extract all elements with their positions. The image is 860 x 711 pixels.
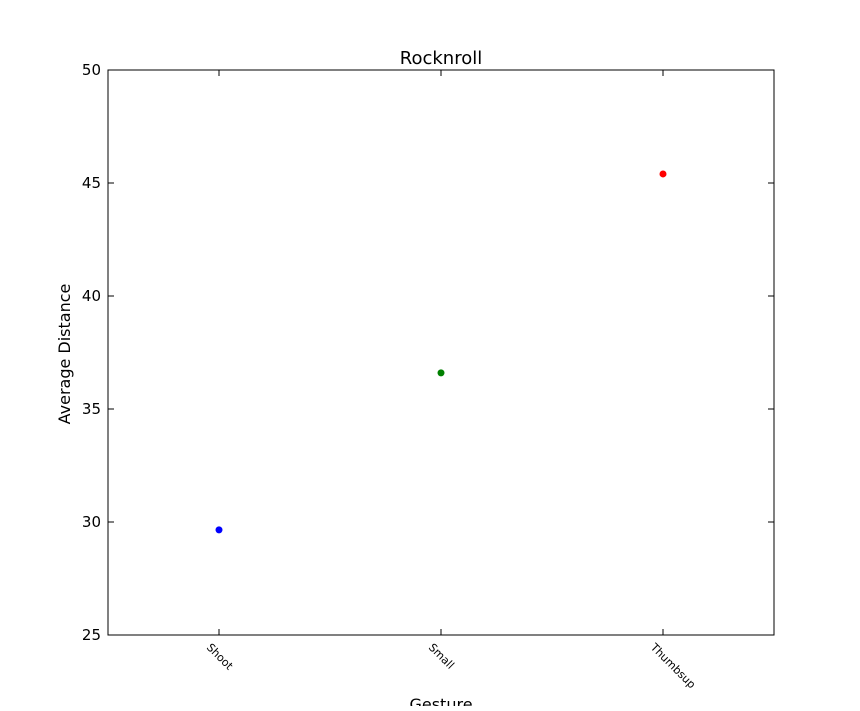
y-tick-label: 45 [82, 174, 101, 192]
data-point [215, 526, 223, 534]
y-tick-label: 50 [82, 61, 101, 79]
chart-title: Rocknroll [400, 48, 482, 69]
y-axis-label: Average Distance [55, 284, 74, 425]
axes-frame [107, 69, 775, 636]
y-tick-label: 30 [82, 513, 101, 531]
y-tick-label: 40 [82, 287, 101, 305]
y-tick-label: 25 [82, 626, 101, 644]
data-point [659, 170, 667, 178]
data-point [437, 369, 445, 377]
y-tick-label: 35 [82, 400, 101, 418]
x-axis-label: Gesture [409, 695, 472, 706]
